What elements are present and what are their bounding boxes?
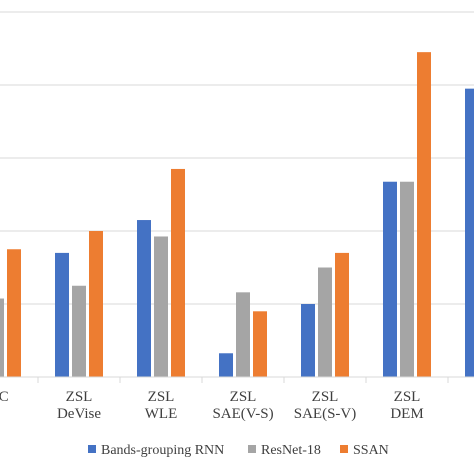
bar-ssan	[335, 252, 349, 377]
bar-ssan	[89, 231, 103, 377]
bar-ssan	[7, 249, 21, 377]
legend-swatch	[88, 445, 96, 453]
bar-resnet-18	[72, 285, 86, 377]
legend-label: SSAN	[353, 443, 389, 458]
x-tick-label: ZSL WLE	[145, 389, 177, 422]
bar-resnet-18	[318, 267, 332, 377]
bar-bands-grouping-rnn	[219, 353, 233, 377]
x-tick-label: ZSL DEM	[390, 389, 423, 422]
legend-label: Bands-grouping RNN	[101, 443, 224, 458]
legend-swatch	[248, 445, 256, 453]
bar-ssan	[253, 311, 267, 377]
x-tick-label: ZSL SAE(V-S)	[212, 389, 273, 422]
x-tick-label: SIC	[0, 389, 9, 405]
x-tick-label: ZSL SAE(S-V)	[294, 389, 357, 422]
bar-ssan	[171, 168, 185, 377]
bar-resnet-18	[154, 236, 168, 377]
bar-bands-grouping-rnn	[55, 252, 69, 377]
bar-resnet-18	[400, 181, 414, 377]
bar-resnet-18	[0, 298, 4, 377]
legend: Bands-grouping RNN ResNet-18 SSAN	[88, 443, 389, 458]
legend-swatch	[340, 445, 348, 453]
bar-bands-grouping-rnn	[383, 181, 397, 377]
bar-resnet-18	[236, 292, 250, 377]
bars	[0, 52, 474, 383]
bar-ssan	[417, 52, 431, 378]
bar-bands-grouping-rnn	[465, 88, 474, 378]
bar-bands-grouping-rnn	[301, 304, 315, 377]
x-tick-label: ZSL DeVise	[57, 389, 101, 422]
bar-bands-grouping-rnn	[137, 220, 151, 377]
legend-label: ResNet-18	[261, 443, 321, 458]
